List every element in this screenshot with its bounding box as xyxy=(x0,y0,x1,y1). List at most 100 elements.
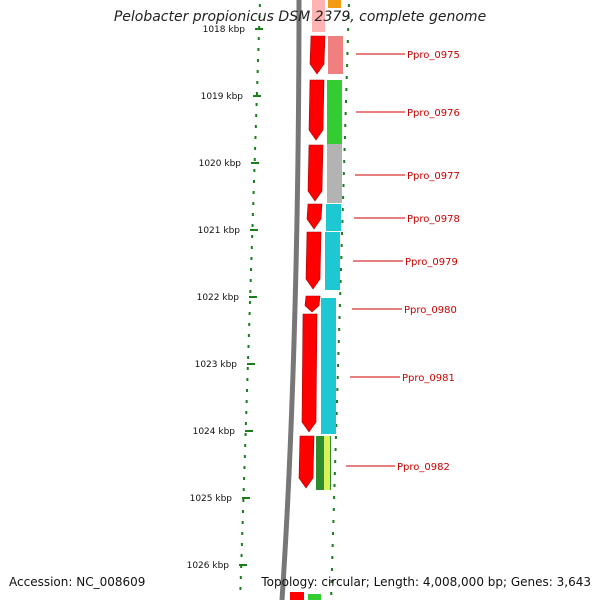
scale-dot xyxy=(258,4,261,7)
scale-dot xyxy=(243,455,246,458)
feature-track-dot xyxy=(346,52,349,55)
scale-dot xyxy=(240,554,243,557)
scale-dot xyxy=(256,70,259,73)
feature-track-dot xyxy=(342,196,345,199)
feature-track-dot xyxy=(342,172,345,175)
scale-dot xyxy=(245,400,248,403)
cds-arrow xyxy=(307,144,324,202)
scale-dot xyxy=(242,499,245,502)
cds-arrow xyxy=(305,231,322,290)
feature-track-dot xyxy=(339,280,342,283)
feature-partial xyxy=(308,594,321,600)
feature-track-dot xyxy=(346,40,349,43)
scale-tick-label: 1018 kbp xyxy=(203,25,246,35)
scale-dot xyxy=(250,257,253,260)
scale-dot xyxy=(248,301,251,304)
feature-track-dot xyxy=(339,292,342,295)
feature-track-dot xyxy=(347,28,350,31)
feature-track-dot xyxy=(337,340,340,343)
feature-track-dot xyxy=(345,76,348,79)
gene-label: Ppro_0979 xyxy=(405,257,458,268)
scale-major-tick xyxy=(249,296,257,298)
feature-track-dot xyxy=(330,580,333,583)
scale-dot xyxy=(242,510,244,513)
feature-track-dot xyxy=(341,220,344,223)
cds-arrow xyxy=(309,35,326,75)
gene-feature-block xyxy=(327,144,342,203)
feature-track-dot xyxy=(339,268,342,271)
scale-dot xyxy=(244,444,247,447)
feature-track-dot xyxy=(343,136,346,139)
scale-dot xyxy=(243,466,246,469)
gene-label: Ppro_0980 xyxy=(404,305,457,316)
gene-labels: Ppro_0975 Ppro_0976 Ppro_0977 Ppro_0978 Ppro… xyxy=(346,50,460,473)
scale-dot xyxy=(251,224,254,227)
scale-dot xyxy=(240,543,243,546)
gene-feature-block xyxy=(326,204,341,231)
feature-track-dot xyxy=(340,244,343,247)
gene-label: Ppro_0975 xyxy=(407,50,460,61)
cds-arrow xyxy=(304,295,321,313)
cds-arrow xyxy=(298,435,315,489)
scale-dot xyxy=(258,15,261,18)
feature-track-dot xyxy=(347,4,350,7)
scale-dot xyxy=(255,92,258,95)
scale-dot xyxy=(254,147,257,150)
feature-track-dot xyxy=(347,16,350,19)
scale-dot xyxy=(243,477,246,480)
feature-track-dot xyxy=(345,88,348,91)
scale-dot xyxy=(246,389,249,392)
scale-dot xyxy=(253,180,255,183)
scale-dot xyxy=(242,488,245,491)
feature-track-dot xyxy=(334,436,337,439)
scale-ticks: 1018 kbp 1019 kbp 1020 kbp 1021 kbp 1022 kbp… xyxy=(187,4,350,595)
scale-tick-label: 1024 kbp xyxy=(193,427,236,437)
feature-track-dot xyxy=(341,208,344,211)
gene-feature-block xyxy=(327,80,342,144)
scale-major-tick xyxy=(253,95,261,97)
feature-track-dot xyxy=(346,64,349,67)
scale-dot xyxy=(252,191,255,194)
scale-tick-label: 1025 kbp xyxy=(190,494,233,504)
genome-backbone xyxy=(279,0,302,600)
feature-track-dot xyxy=(332,508,335,511)
scale-dot xyxy=(241,521,244,524)
scale-dot xyxy=(249,290,252,293)
gene-feature-stripe xyxy=(324,436,330,490)
cds-arrows xyxy=(290,0,326,600)
feature-track-dot xyxy=(336,388,339,391)
feature-track-dot xyxy=(337,364,340,367)
scale-major-tick xyxy=(247,363,255,365)
scale-dot xyxy=(251,213,254,216)
scale-dot xyxy=(239,576,242,579)
scale-dot xyxy=(248,312,251,315)
feature-track-dot xyxy=(332,532,335,535)
scale-dot xyxy=(250,246,253,249)
scale-dot xyxy=(257,59,260,62)
genome-summary-text: Topology: circular; Length: 4,008,000 bp… xyxy=(261,575,591,589)
scale-dot xyxy=(245,411,248,414)
gene-label: Ppro_0976 xyxy=(407,108,460,119)
scale-dot xyxy=(253,158,256,161)
gene-feature-block xyxy=(328,36,343,74)
feature-track-dot xyxy=(335,412,338,415)
cds-arrow xyxy=(306,203,323,230)
scale-dot xyxy=(254,125,257,128)
scale-dot xyxy=(257,37,260,40)
scale-dot xyxy=(241,532,244,535)
feature-track-dot xyxy=(333,472,336,475)
scale-dot xyxy=(258,26,261,29)
scale-dot xyxy=(255,114,258,117)
cds-arrow-partial xyxy=(290,592,304,600)
feature-track-dot xyxy=(330,568,333,571)
scale-dot xyxy=(249,279,252,282)
feature-track-dot xyxy=(345,100,347,103)
gene-label: Ppro_0977 xyxy=(407,171,460,182)
gene-label: Ppro_0978 xyxy=(407,214,460,225)
feature-track-dot xyxy=(343,148,346,151)
scale-tick-label: 1019 kbp xyxy=(201,92,244,102)
scale-major-tick xyxy=(255,28,263,30)
feature-track-dot xyxy=(342,184,345,187)
feature-track-dot xyxy=(338,304,341,307)
